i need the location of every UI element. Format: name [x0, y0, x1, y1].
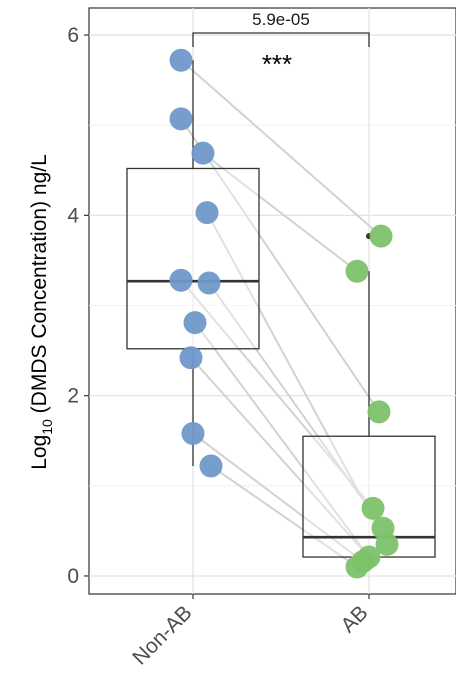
significance-bracket	[192, 32, 370, 47]
point-non-ab	[179, 346, 203, 370]
svg-text:Log10 (DMDS Concentration) ng/: Log10 (DMDS Concentration) ng/L	[28, 154, 55, 470]
significance-stars: ***	[262, 49, 292, 79]
point-non-ab	[169, 107, 193, 131]
pair-line	[208, 282, 384, 529]
x-tick-label: Non-AB	[128, 601, 196, 669]
y-axis-title-suffix: (DMDS Concentration) ng/L	[28, 154, 51, 419]
point-non-ab	[191, 141, 215, 165]
pair-line	[210, 465, 358, 568]
plot-panel-border	[88, 7, 456, 595]
point-non-ab	[181, 422, 205, 446]
boxes	[126, 60, 436, 558]
point-non-ab	[199, 454, 223, 478]
point-ab	[375, 532, 399, 556]
data-points	[169, 48, 399, 579]
point-non-ab	[183, 311, 207, 335]
point-ab	[345, 259, 369, 283]
p-value-label: 5.9e-05	[252, 10, 310, 29]
point-non-ab	[195, 201, 219, 225]
point-non-ab	[197, 271, 221, 295]
grid	[89, 8, 456, 594]
point-ab	[369, 224, 393, 248]
pair-line	[180, 118, 380, 413]
point-ab	[361, 496, 385, 520]
point-ab	[367, 400, 391, 424]
point-non-ab	[169, 268, 193, 292]
pair-line	[190, 357, 370, 558]
x-tick-label: AB	[336, 601, 372, 637]
pair-line	[194, 322, 370, 558]
y-axis-title-prefix: Log	[28, 435, 51, 470]
y-tick-label: 6	[67, 24, 79, 47]
pair-line	[202, 152, 358, 273]
point-non-ab	[169, 48, 193, 72]
pair-line	[192, 432, 364, 563]
y-tick-label: 0	[67, 565, 79, 588]
pair-lines	[180, 59, 388, 568]
point-ab	[345, 555, 369, 579]
box-iqr	[302, 435, 436, 558]
significance-annotation: 5.9e-05 ***	[192, 10, 370, 79]
y-tick-label: 4	[67, 204, 79, 227]
y-axis-title-subscript: 10	[39, 419, 55, 435]
y-tick-label: 2	[67, 385, 79, 408]
y-axis-title: Log10 (DMDS Concentration) ng/L	[28, 154, 55, 470]
pair-line	[180, 59, 382, 237]
